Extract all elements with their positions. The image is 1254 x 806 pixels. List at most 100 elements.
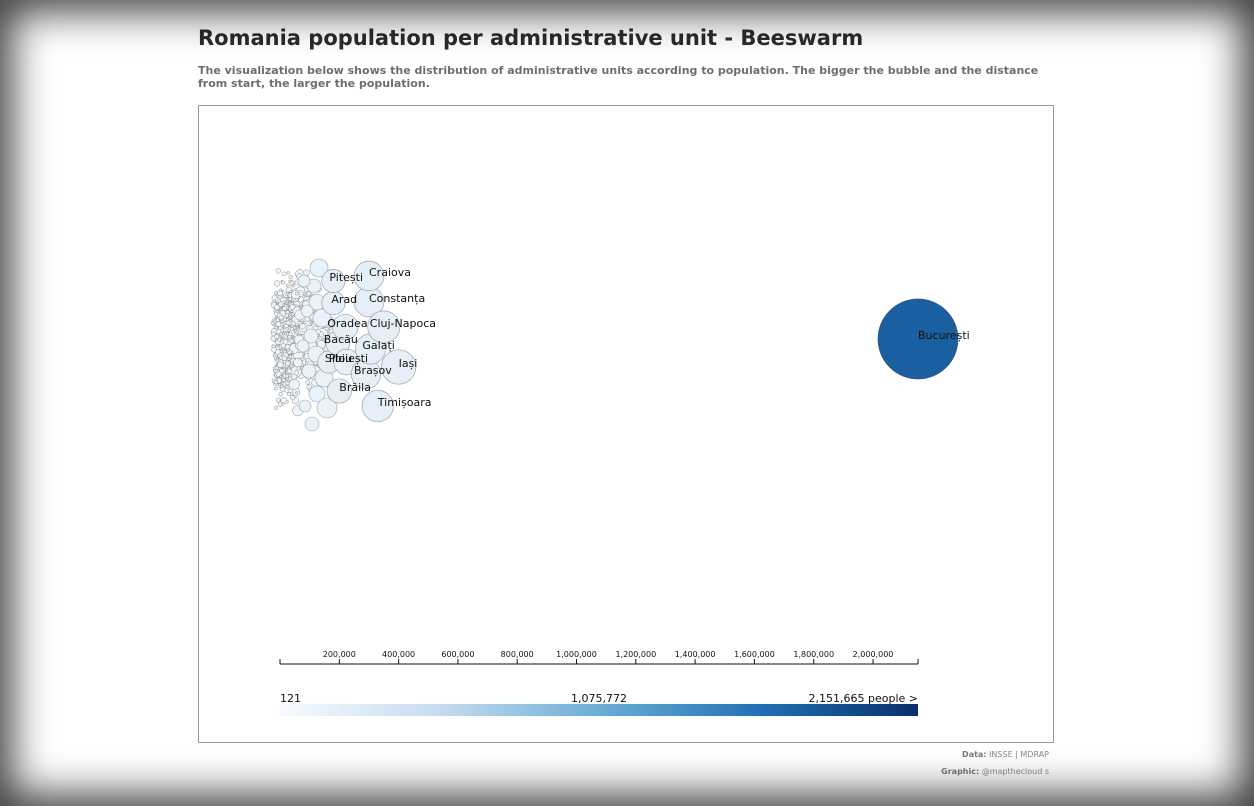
unit-label: Brăila (339, 381, 371, 394)
unit-bubble (361, 389, 394, 423)
unit-bubble (309, 258, 329, 278)
unit-bubble (281, 377, 286, 383)
unit-bubble (306, 291, 312, 297)
data-credit: Data: INSSE | MDRAP (962, 750, 1049, 759)
unit-bubble (284, 387, 290, 393)
unit-bubble (305, 380, 311, 385)
unit-bubble (275, 310, 279, 314)
page-subtitle: The visualization below shows the distri… (198, 64, 1039, 90)
unit-label: Brașov (354, 364, 392, 377)
unit-bubble (285, 283, 289, 287)
unit-bubble (279, 288, 282, 291)
unit-label: Iași (399, 357, 418, 370)
color-legend: 121 1,075,772 2,151,665 people > (280, 692, 918, 716)
unit-bubble (332, 313, 359, 341)
unit-bubble (290, 361, 294, 366)
small-units-swarm (270, 258, 338, 432)
unit-bubble (290, 309, 294, 313)
unit-bubble (274, 333, 280, 340)
unit-bubble (298, 399, 312, 413)
unit-bubble (285, 385, 289, 389)
unit-bubble (270, 321, 275, 326)
unit-label: Oradea (327, 317, 367, 330)
unit-bubble (281, 289, 285, 293)
unit-bubble (275, 370, 282, 377)
x-tick-label: 1,200,000 (615, 650, 656, 659)
unit-label: Craiova (369, 266, 411, 279)
unit-bubble (367, 310, 401, 344)
unit-bubble (327, 329, 331, 332)
unit-bubble (296, 366, 301, 371)
unit-bubble (301, 363, 317, 379)
unit-bubble (316, 397, 338, 419)
unit-bubble (282, 303, 286, 306)
unit-bubble (877, 298, 959, 380)
data-credit-value: INSSE | MDRAP (989, 750, 1049, 759)
unit-bubble (271, 331, 276, 337)
unit-bubble (275, 397, 281, 403)
unit-bubble (293, 370, 299, 376)
unit-bubble (293, 358, 303, 368)
legend-color-bar (280, 704, 918, 716)
data-credit-label: Data: (962, 750, 987, 759)
unit-bubble (303, 328, 319, 344)
unit-bubble (278, 392, 283, 397)
unit-bubble (285, 310, 290, 315)
unit-label: Arad (331, 293, 357, 306)
unit-label: Galați (362, 339, 394, 352)
x-tick-label: 200,000 (323, 650, 356, 659)
unit-bubble (273, 291, 278, 295)
unit-bubble (286, 291, 290, 295)
beeswarm-chart: Sibiu Arad Pitești Bacău Brăila Oradea Ploieșt… (270, 258, 970, 716)
unit-bubble (284, 294, 289, 299)
x-tick-label: 1,400,000 (675, 650, 716, 659)
unit-bubble (299, 323, 306, 330)
x-tick-label: 1,800,000 (793, 650, 834, 659)
unit-label: Sibiu (325, 352, 352, 365)
unit-bubble (280, 397, 287, 404)
unit-bubble (280, 381, 284, 385)
x-tick-label: 1,600,000 (734, 650, 775, 659)
unit-bubble (287, 392, 292, 397)
unit-bubble (279, 368, 285, 374)
legend-mid-label: 1,075,772 (571, 692, 627, 705)
unit-bubble (273, 380, 278, 385)
x-tick-label: 800,000 (501, 650, 534, 659)
unit-bubble (291, 321, 297, 326)
unit-bubble (274, 386, 278, 391)
unit-bubble (303, 269, 310, 276)
unit-bubble (278, 315, 284, 321)
unit-bubble (288, 275, 293, 280)
x-tick-label: 2,000,000 (853, 650, 894, 659)
unit-bubble (284, 374, 289, 379)
unit-bubble (273, 356, 278, 360)
unit-bubble (280, 334, 284, 338)
unit-bubble (283, 350, 287, 354)
unit-bubble (277, 290, 283, 297)
unit-bubble (294, 291, 299, 296)
graphic-credit-label: Graphic: (941, 767, 980, 776)
unit-label: Cluj-Napoca (370, 317, 436, 330)
x-tick-label: 1,000,000 (556, 650, 597, 659)
chart-frame: Sibiu Arad Pitești Bacău Brăila Oradea Ploieșt… (198, 105, 1054, 743)
unit-bubble (282, 305, 287, 311)
unit-bubble (273, 366, 277, 370)
unit-bubble (353, 260, 385, 292)
unit-bubble (277, 299, 282, 303)
unit-bubble (312, 308, 332, 328)
unit-bubble (286, 271, 290, 275)
x-axis: 200,000 400,000 600,000 800,000 1,000,000 1,2… (279, 650, 919, 665)
unit-bubble (300, 304, 314, 318)
unit-bubble (274, 405, 279, 410)
unit-bubble (280, 343, 286, 349)
x-tick-label: 600,000 (441, 650, 474, 659)
unit-bubble (285, 320, 291, 326)
unit-bubble (381, 349, 417, 385)
unit-label: Bacău (324, 333, 358, 346)
unit-bubble (296, 339, 310, 353)
unit-bubble (281, 280, 285, 285)
unit-bubble (292, 326, 297, 330)
unit-bubble (289, 289, 293, 293)
unit-bubble (326, 378, 352, 404)
labeled-units: Sibiu Arad Pitești Bacău Brăila Oradea Ploieșt… (317, 260, 970, 423)
